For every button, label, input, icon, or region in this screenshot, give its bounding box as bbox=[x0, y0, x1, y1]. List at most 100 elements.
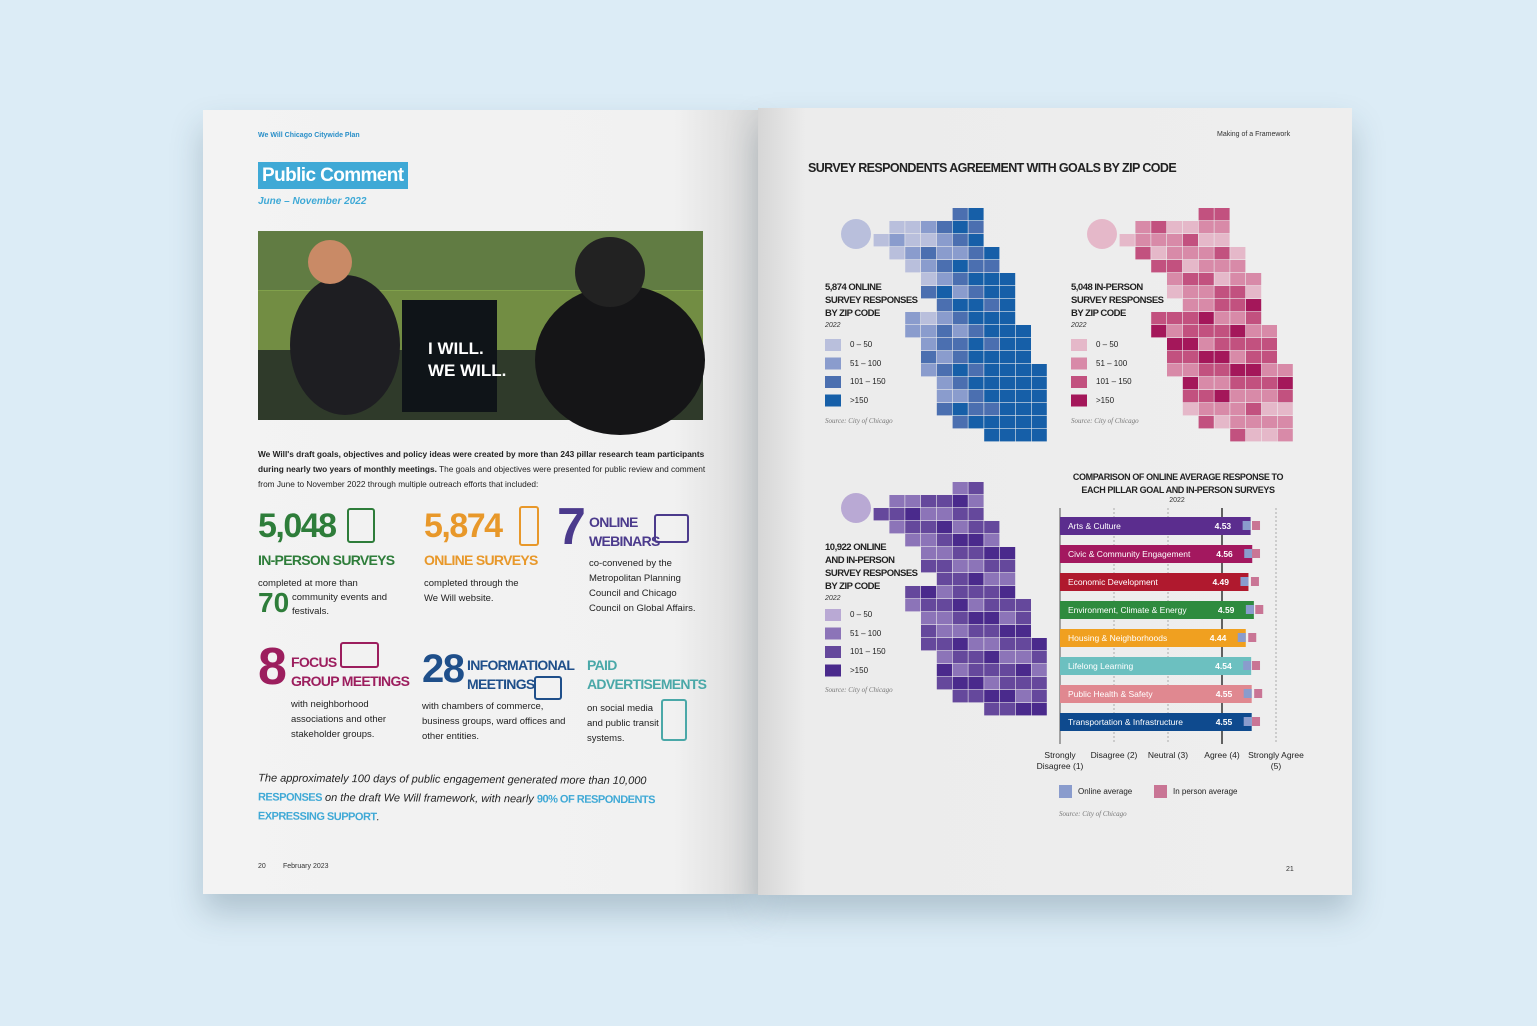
zip-area bbox=[1119, 234, 1135, 247]
category-label: Public Health & Safety bbox=[1068, 689, 1153, 699]
zip-area bbox=[952, 416, 968, 429]
zip-area bbox=[921, 495, 937, 508]
zip-area bbox=[921, 638, 937, 651]
zip-area bbox=[921, 247, 937, 260]
zip-area bbox=[1167, 325, 1183, 338]
zip-area bbox=[1182, 221, 1198, 234]
zip-area bbox=[952, 495, 968, 508]
x-tick-label: Agree (4) bbox=[1204, 750, 1240, 760]
running-header: Making of a Framework bbox=[1217, 131, 1291, 138]
stat-number: 8 bbox=[258, 638, 287, 696]
zip-area bbox=[1151, 247, 1167, 260]
value-label: 4.55 bbox=[1215, 717, 1233, 727]
zip-area bbox=[1000, 390, 1016, 403]
zip-area bbox=[1246, 312, 1262, 325]
zip-area bbox=[1000, 286, 1016, 299]
zip-area bbox=[952, 260, 968, 273]
map-source: Source: City of Chicago bbox=[825, 686, 893, 694]
zip-area bbox=[984, 599, 1000, 612]
zip-area bbox=[1246, 403, 1262, 416]
closing-highlight: RESPONSES bbox=[257, 791, 323, 804]
zip-area bbox=[1230, 247, 1246, 260]
zip-area bbox=[921, 521, 937, 534]
zip-area bbox=[1000, 690, 1016, 703]
zip-area bbox=[1135, 221, 1151, 234]
zip-area bbox=[1214, 312, 1230, 325]
in-person-marker bbox=[1254, 689, 1263, 698]
in-person-marker bbox=[1252, 549, 1261, 558]
zip-area bbox=[1000, 429, 1016, 442]
legend-label: Online average bbox=[1078, 787, 1133, 796]
page-number: 20 bbox=[258, 863, 266, 870]
zip-area bbox=[984, 638, 1000, 651]
zip-area bbox=[936, 247, 952, 260]
zip-area bbox=[968, 521, 984, 534]
zip-area bbox=[1031, 690, 1047, 703]
intro-bold: We Will's draft goals, objectives and po… bbox=[258, 449, 705, 474]
legend-label: 51 – 100 bbox=[850, 358, 882, 368]
closing-text: . bbox=[376, 811, 380, 824]
zip-area bbox=[1277, 429, 1293, 442]
zip-area bbox=[1214, 403, 1230, 416]
zip-area bbox=[1167, 338, 1183, 351]
zip-area bbox=[936, 573, 952, 586]
zip-area bbox=[1015, 612, 1031, 625]
map-year: 2022 bbox=[825, 322, 841, 329]
zip-area bbox=[968, 312, 984, 325]
zip-area bbox=[1246, 299, 1262, 312]
zip-area bbox=[1277, 403, 1293, 416]
zip-area bbox=[936, 351, 952, 364]
legend-swatch bbox=[825, 664, 841, 677]
zip-area bbox=[952, 664, 968, 677]
zip-area bbox=[968, 651, 984, 664]
category-label: Transportation & Infrastructure bbox=[1068, 717, 1183, 727]
zip-area bbox=[952, 612, 968, 625]
legend-swatch bbox=[825, 357, 841, 370]
category-label: Civic & Community Engagement bbox=[1068, 549, 1191, 559]
bar bbox=[1060, 545, 1253, 563]
zip-area bbox=[984, 260, 1000, 273]
zip-area bbox=[968, 573, 984, 586]
zip-area bbox=[921, 260, 937, 273]
legend-swatch bbox=[825, 609, 841, 621]
zip-area bbox=[1000, 416, 1016, 429]
zip-area bbox=[968, 338, 984, 351]
closing-text: on the draft We Will framework, with nea… bbox=[324, 791, 534, 806]
zip-area bbox=[889, 221, 905, 234]
zip-area bbox=[1261, 351, 1277, 364]
zip-area bbox=[889, 521, 905, 534]
person-head bbox=[308, 240, 352, 284]
zip-area bbox=[905, 534, 921, 547]
zip-area bbox=[1230, 325, 1246, 338]
zip-area bbox=[984, 390, 1000, 403]
zip-area bbox=[984, 312, 1000, 325]
legend-swatch bbox=[825, 646, 841, 658]
legend-label: 0 – 50 bbox=[850, 340, 873, 349]
map-label: 5,048 IN-PERSON bbox=[1071, 282, 1143, 293]
zip-area bbox=[1261, 364, 1277, 377]
map-label: SURVEY RESPONSES bbox=[825, 568, 918, 579]
zip-area bbox=[1214, 299, 1230, 312]
stat-number: 5,048 bbox=[258, 507, 337, 545]
zip-area bbox=[1246, 325, 1262, 338]
zip-area bbox=[968, 560, 984, 573]
zip-area bbox=[1031, 703, 1047, 716]
icon bbox=[534, 676, 562, 700]
zip-area bbox=[1031, 390, 1047, 403]
zip-area bbox=[921, 586, 937, 599]
zip-area bbox=[952, 234, 968, 247]
zip-area bbox=[921, 612, 937, 625]
zip-area bbox=[936, 560, 952, 573]
zip-area bbox=[1182, 338, 1198, 351]
zip-area bbox=[921, 560, 937, 573]
zip-area bbox=[921, 534, 937, 547]
zip-area bbox=[984, 429, 1000, 442]
in-person-marker bbox=[1252, 717, 1261, 726]
zip-area bbox=[952, 586, 968, 599]
zip-area bbox=[968, 482, 984, 495]
legend-label: 101 – 150 bbox=[850, 377, 886, 386]
zip-area bbox=[1167, 221, 1183, 234]
zip-area bbox=[936, 299, 952, 312]
zip-area bbox=[1198, 286, 1214, 299]
